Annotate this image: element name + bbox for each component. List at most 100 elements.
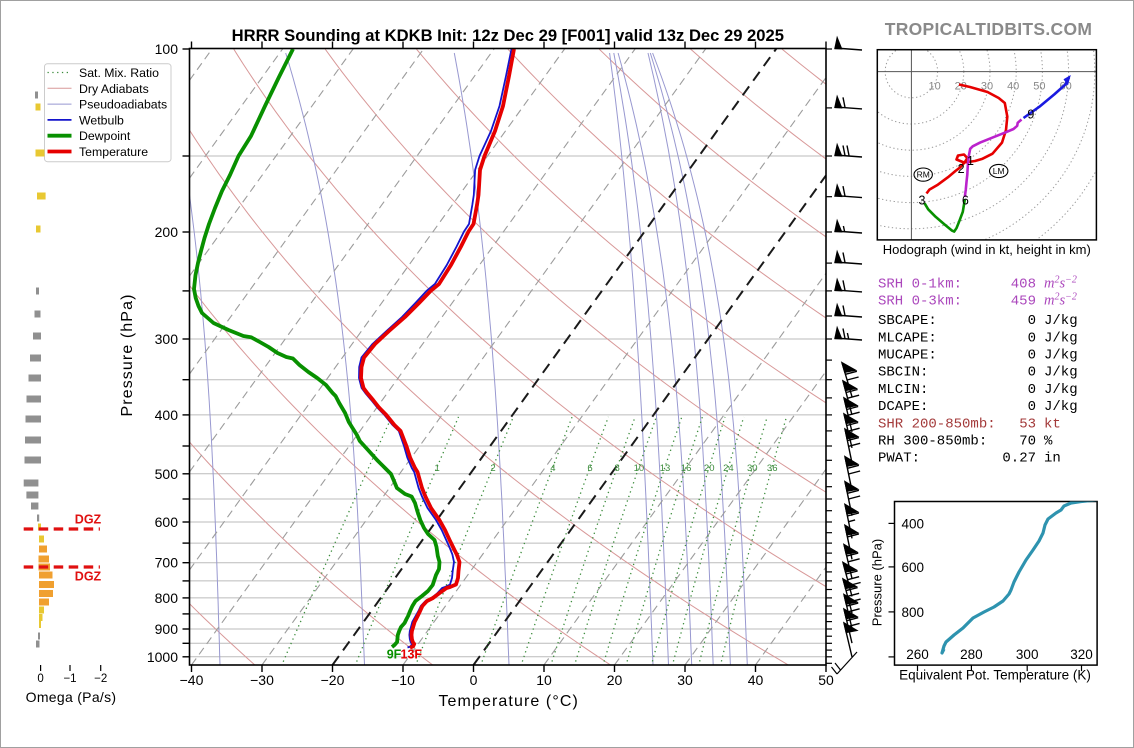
- svg-text:40: 40: [748, 672, 764, 688]
- svg-text:0: 0: [1028, 382, 1036, 398]
- svg-text:J/kg: J/kg: [1044, 365, 1078, 381]
- svg-text:MUCAPE:: MUCAPE:: [878, 348, 937, 364]
- svg-text:10: 10: [634, 463, 645, 474]
- svg-text:900: 900: [155, 621, 179, 637]
- svg-text:50: 50: [818, 672, 834, 688]
- svg-text:RM: RM: [917, 170, 930, 180]
- svg-text:DGZ: DGZ: [75, 570, 102, 584]
- svg-text:−20: −20: [321, 672, 345, 688]
- svg-text:Temperature: Temperature: [79, 145, 148, 159]
- svg-text:408: 408: [1011, 277, 1036, 293]
- svg-text:30: 30: [677, 672, 693, 688]
- svg-text:Hodograph (wind in kt, height: Hodograph (wind in kt, height in km): [883, 242, 1091, 257]
- svg-text:3: 3: [919, 194, 926, 208]
- svg-text:459: 459: [1011, 294, 1036, 310]
- svg-text:J/kg: J/kg: [1044, 399, 1078, 415]
- svg-text:16: 16: [681, 463, 692, 474]
- svg-text:RH 300-850mb:: RH 300-850mb:: [878, 434, 987, 450]
- svg-text:36: 36: [767, 463, 778, 474]
- svg-text:Sat. Mix. Ratio: Sat. Mix. Ratio: [79, 66, 159, 80]
- svg-text:400: 400: [155, 407, 179, 423]
- svg-text:200: 200: [155, 224, 179, 240]
- svg-text:Omega (Pa/s): Omega (Pa/s): [26, 689, 117, 705]
- svg-text:SRH 0-3km:: SRH 0-3km:: [878, 294, 962, 310]
- svg-text:Dewpoint: Dewpoint: [79, 129, 131, 143]
- svg-text:500: 500: [155, 466, 179, 482]
- svg-text:6: 6: [962, 194, 969, 208]
- svg-text:1: 1: [434, 463, 439, 474]
- svg-text:10: 10: [928, 81, 940, 93]
- svg-text:SHR 200-850mb:: SHR 200-850mb:: [878, 416, 996, 432]
- svg-text:20: 20: [955, 81, 967, 93]
- svg-text:50: 50: [1033, 81, 1045, 93]
- svg-text:0: 0: [1028, 313, 1036, 329]
- svg-text:Equivalent Pot. Temperature (K: Equivalent Pot. Temperature (K): [899, 668, 1091, 683]
- svg-text:J/kg: J/kg: [1044, 382, 1078, 398]
- svg-text:−10: −10: [391, 672, 415, 688]
- svg-text:SRH 0-1km:: SRH 0-1km:: [878, 277, 962, 293]
- svg-text:280: 280: [960, 647, 983, 662]
- svg-text:DGZ: DGZ: [75, 513, 102, 527]
- svg-text:400: 400: [902, 516, 925, 531]
- svg-text:MLCAPE:: MLCAPE:: [878, 330, 937, 346]
- svg-text:SBCIN:: SBCIN:: [878, 365, 928, 381]
- svg-text:Dry Adiabats: Dry Adiabats: [79, 82, 149, 96]
- svg-text:PWAT:: PWAT:: [878, 451, 920, 467]
- svg-text:TROPICALTIDBITS.COM: TROPICALTIDBITS.COM: [885, 19, 1093, 39]
- svg-text:m2s−2: m2s−2: [1044, 291, 1077, 309]
- svg-text:0: 0: [1028, 365, 1036, 381]
- svg-text:−40: −40: [180, 672, 204, 688]
- svg-text:10: 10: [536, 672, 552, 688]
- svg-text:0: 0: [1028, 330, 1036, 346]
- svg-text:%: %: [1044, 434, 1053, 450]
- svg-text:DCAPE:: DCAPE:: [878, 399, 928, 415]
- svg-text:MLCIN:: MLCIN:: [878, 382, 928, 398]
- svg-text:20: 20: [704, 463, 715, 474]
- svg-text:800: 800: [155, 590, 179, 606]
- svg-text:in: in: [1044, 451, 1061, 467]
- svg-text:40: 40: [1007, 81, 1019, 93]
- svg-text:J/kg: J/kg: [1044, 313, 1078, 329]
- svg-text:1000: 1000: [147, 649, 178, 665]
- svg-text:9F: 9F: [387, 648, 402, 662]
- svg-text:SBCAPE:: SBCAPE:: [878, 313, 937, 329]
- svg-text:−1: −1: [63, 673, 76, 685]
- svg-text:24: 24: [723, 463, 734, 474]
- svg-text:300: 300: [1016, 647, 1039, 662]
- svg-text:Pseudoadiabats: Pseudoadiabats: [79, 98, 167, 112]
- svg-text:Temperature (°C): Temperature (°C): [438, 693, 578, 710]
- svg-text:30: 30: [747, 463, 758, 474]
- svg-text:70: 70: [1019, 434, 1036, 450]
- svg-text:J/kg: J/kg: [1044, 348, 1078, 364]
- svg-text:8: 8: [615, 463, 620, 474]
- svg-text:−2: −2: [94, 673, 107, 685]
- svg-text:100: 100: [155, 41, 179, 57]
- svg-text:600: 600: [155, 514, 179, 530]
- svg-text:60: 60: [1059, 81, 1071, 93]
- svg-text:m2s−2: m2s−2: [1044, 274, 1077, 292]
- svg-text:0: 0: [1028, 399, 1036, 415]
- svg-text:0: 0: [37, 673, 43, 685]
- svg-text:Pressure (hPa): Pressure (hPa): [119, 294, 136, 417]
- svg-text:13: 13: [660, 463, 671, 474]
- svg-text:320: 320: [1070, 647, 1093, 662]
- svg-text:800: 800: [902, 605, 925, 620]
- svg-text:LM: LM: [993, 166, 1005, 176]
- svg-text:13F: 13F: [401, 648, 423, 662]
- svg-text:700: 700: [155, 555, 179, 571]
- svg-text:−30: −30: [250, 672, 274, 688]
- svg-text:HRRR Sounding at KDKB Init: 12: HRRR Sounding at KDKB Init: 12z Dec 29 […: [232, 26, 784, 45]
- svg-text:20: 20: [607, 672, 623, 688]
- svg-text:1: 1: [967, 154, 974, 168]
- svg-text:Pressure (hPa): Pressure (hPa): [870, 539, 885, 626]
- svg-text:300: 300: [155, 331, 179, 347]
- svg-text:kt: kt: [1044, 416, 1061, 432]
- svg-text:2: 2: [490, 463, 495, 474]
- svg-text:0: 0: [1028, 348, 1036, 364]
- svg-text:2: 2: [958, 162, 965, 176]
- svg-text:0: 0: [470, 672, 478, 688]
- svg-text:4: 4: [550, 463, 555, 474]
- svg-text:260: 260: [906, 647, 929, 662]
- svg-text:0.27: 0.27: [1002, 451, 1036, 467]
- svg-text:9: 9: [1027, 108, 1034, 122]
